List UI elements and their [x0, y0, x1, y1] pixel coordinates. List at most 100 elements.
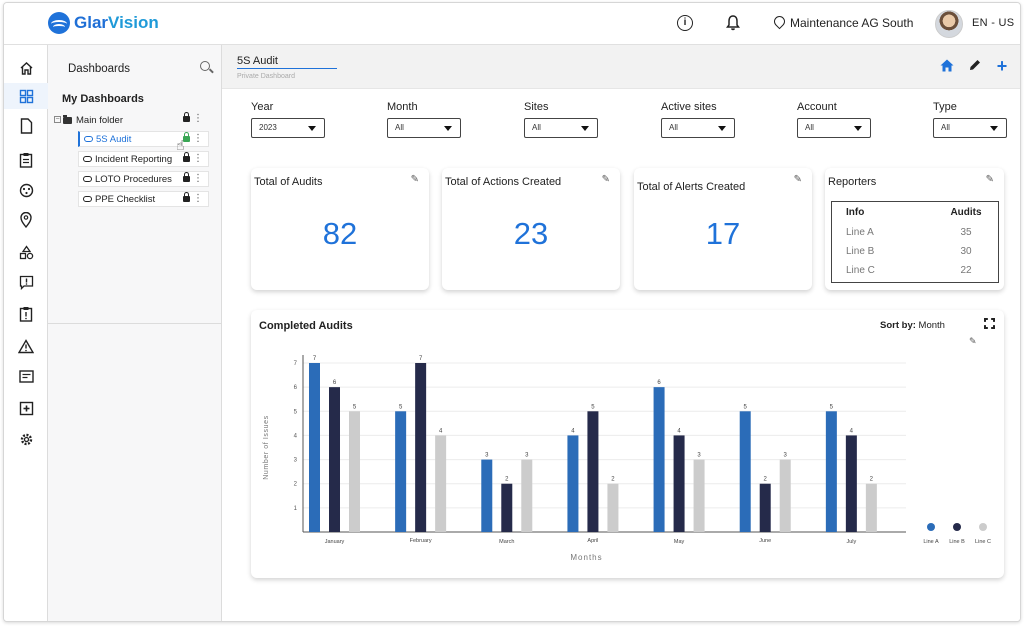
dashboard-item-5s-audit[interactable]: 5S Audit ⋮ [78, 131, 209, 147]
more-options-icon[interactable]: ⋮ [193, 153, 203, 164]
more-options-icon[interactable]: ⋮ [193, 133, 203, 144]
sort-control[interactable]: Sort by: Month [880, 320, 945, 331]
x-axis-label: Months [570, 553, 602, 562]
logo-text: GlarVision [74, 13, 159, 32]
bar-value-label: 2 [870, 477, 874, 483]
row-info: Line B [846, 246, 875, 257]
edit-pencil-icon[interactable]: ✎ [601, 174, 610, 185]
legend-marker [927, 523, 935, 531]
report-icon[interactable] [17, 273, 35, 291]
sort-label: Sort by: [880, 320, 916, 331]
type-select[interactable]: All [933, 118, 1007, 138]
cloud-icon [83, 176, 92, 182]
logo[interactable]: GlarVision [48, 12, 159, 34]
card-icon[interactable] [17, 367, 35, 385]
location-selector[interactable]: Maintenance AG South [774, 16, 913, 30]
more-options-icon[interactable]: ⋮ [193, 173, 203, 184]
dashboard-item-loto-procedures[interactable]: LOTO Procedures ⋮ [78, 171, 209, 187]
bar-value-label: 3 [485, 453, 489, 459]
edit-pencil-icon[interactable]: ✎ [985, 174, 994, 185]
bar [673, 435, 685, 532]
year-select[interactable]: 2023 [251, 118, 325, 138]
edit-pencil-icon[interactable]: ✎ [969, 336, 977, 346]
filter-month: Month All [387, 101, 461, 138]
shapes-icon[interactable] [17, 243, 35, 261]
month-select[interactable]: All [387, 118, 461, 138]
search-icon[interactable] [200, 61, 214, 75]
add-plus-icon[interactable]: + [996, 56, 1008, 76]
filter-label: Year [251, 101, 274, 113]
edit-pencil-icon[interactable] [968, 59, 982, 73]
kpi-value: 82 [322, 216, 358, 251]
language-selector[interactable]: EN - US [972, 17, 1015, 29]
dashboard-item-label: 5S Audit [96, 133, 132, 145]
table-header-row: Info Audits [846, 207, 986, 218]
bar [309, 363, 320, 532]
lock-icon [183, 112, 190, 122]
edit-pencil-icon[interactable]: ✎ [410, 174, 419, 185]
document-icon[interactable] [17, 117, 35, 135]
alert-icon[interactable] [17, 305, 35, 323]
info-icon[interactable]: i [677, 15, 693, 31]
location-pin-icon [774, 16, 785, 30]
dashboard-item-ppe-checklist[interactable]: PPE Checklist ⋮ [78, 191, 209, 207]
more-options-icon[interactable]: ⋮ [193, 193, 203, 204]
bar [825, 411, 837, 532]
sort-value: Month [918, 320, 945, 331]
dashboard-item-incident-reporting[interactable]: Incident Reporting ⋮ [78, 151, 209, 167]
cloud-icon [83, 156, 92, 162]
medical-icon[interactable] [17, 399, 35, 417]
table-row: Line B 30 [846, 246, 986, 257]
filter-label: Account [797, 101, 837, 113]
x-tick-label: June [759, 538, 771, 544]
bar [395, 411, 407, 532]
dashboard-item-label: LOTO Procedures [95, 173, 172, 185]
legend-label: Line C [975, 539, 991, 545]
avatar[interactable] [935, 10, 963, 38]
bar-value-label: 4 [850, 428, 854, 434]
warning-icon[interactable] [17, 337, 35, 355]
row-info: Line A [846, 227, 874, 238]
dashboard-title-input[interactable]: 5S Audit [237, 55, 337, 69]
bar-value-label: 5 [591, 404, 595, 410]
collapse-toggle[interactable]: − [54, 116, 61, 123]
kpi-value: 23 [513, 216, 549, 251]
account-select[interactable]: All [797, 118, 871, 138]
dashboard-icon[interactable] [17, 87, 35, 105]
x-tick-label: July [846, 539, 856, 545]
bar-value-label: 7 [419, 356, 423, 362]
bar-value-label: 4 [677, 428, 681, 434]
legend-label: Line B [949, 539, 965, 545]
reporters-table: Info Audits Line A 35 Line B 30 Line C 2… [831, 201, 999, 283]
kpi-card-total-audits: Total of Audits ✎ 82 [251, 168, 429, 290]
bar [329, 387, 340, 532]
bar-value-label: 2 [611, 477, 615, 483]
settings-icon[interactable] [17, 430, 35, 448]
main-folder[interactable]: Main folder ⋮ [63, 112, 208, 128]
bar [567, 435, 579, 532]
location-icon[interactable] [17, 211, 35, 229]
x-tick-label: February [410, 538, 432, 544]
sites-select[interactable]: All [524, 118, 598, 138]
more-options-icon[interactable]: ⋮ [193, 113, 203, 124]
column-header-audits: Audits [950, 207, 982, 218]
lock-icon [183, 132, 190, 142]
y-axis-label: Number of Issues [263, 415, 270, 479]
legend-marker [979, 523, 987, 531]
dashboards-panel: Dashboards My Dashboards − Main folder ⋮… [48, 45, 222, 621]
cloud-icon [83, 196, 92, 202]
active-sites-select[interactable]: All [661, 118, 735, 138]
bar-value-label: 6 [657, 380, 661, 386]
palette-icon[interactable] [17, 181, 35, 199]
kpi-title: Total of Audits [254, 176, 323, 188]
edit-pencil-icon[interactable]: ✎ [793, 174, 802, 185]
bell-icon[interactable] [725, 15, 741, 31]
folder-label: Main folder [76, 114, 123, 126]
kpi-title: Total of Actions Created [445, 176, 562, 188]
top-header: GlarVision i Maintenance AG South EN - U… [4, 3, 1020, 45]
clipboard-icon[interactable] [17, 151, 35, 169]
bar-value-label: 5 [353, 404, 357, 410]
home-icon[interactable] [940, 59, 954, 73]
home-icon[interactable] [17, 59, 35, 77]
table-row: Line A 35 [846, 227, 986, 238]
